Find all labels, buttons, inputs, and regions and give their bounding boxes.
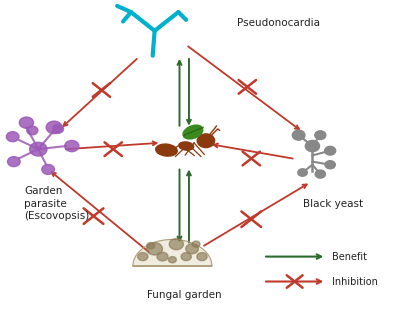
- Circle shape: [197, 253, 207, 261]
- Text: Black yeast: Black yeast: [302, 199, 363, 209]
- Circle shape: [298, 169, 307, 176]
- Text: Garden
parasite
(Escovopsis): Garden parasite (Escovopsis): [24, 186, 90, 221]
- Circle shape: [168, 256, 176, 263]
- Polygon shape: [133, 239, 212, 266]
- Circle shape: [19, 117, 34, 128]
- Circle shape: [315, 131, 326, 139]
- Circle shape: [147, 243, 155, 249]
- Circle shape: [6, 132, 19, 142]
- Circle shape: [65, 140, 79, 152]
- Circle shape: [181, 253, 191, 261]
- Circle shape: [325, 161, 335, 169]
- Text: Pseudonocardia: Pseudonocardia: [238, 18, 320, 28]
- Circle shape: [169, 238, 184, 250]
- Circle shape: [157, 252, 168, 261]
- Circle shape: [52, 125, 64, 133]
- Text: Fungal garden: Fungal garden: [147, 290, 222, 300]
- Ellipse shape: [183, 125, 203, 139]
- Circle shape: [192, 241, 200, 247]
- Circle shape: [292, 130, 305, 140]
- Circle shape: [147, 243, 162, 255]
- Circle shape: [305, 140, 320, 152]
- Circle shape: [46, 121, 62, 133]
- Circle shape: [197, 134, 214, 148]
- Ellipse shape: [156, 144, 177, 156]
- Circle shape: [186, 244, 198, 254]
- Circle shape: [315, 170, 326, 178]
- Circle shape: [42, 165, 54, 174]
- Circle shape: [8, 157, 20, 167]
- Text: Inhibition: Inhibition: [332, 276, 378, 287]
- Text: Benefit: Benefit: [332, 252, 367, 262]
- Ellipse shape: [179, 142, 194, 150]
- Circle shape: [138, 253, 148, 261]
- Circle shape: [30, 142, 47, 156]
- Circle shape: [27, 126, 38, 135]
- Circle shape: [325, 146, 336, 155]
